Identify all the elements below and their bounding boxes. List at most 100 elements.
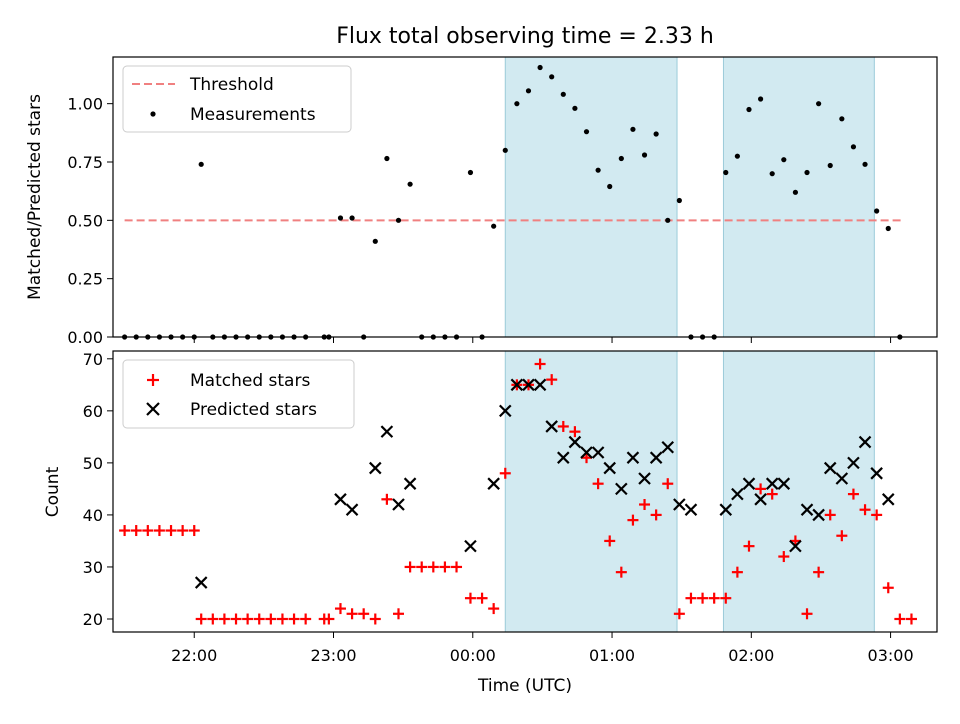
- x-stroke: [603, 461, 616, 475]
- predicted-star-point: [568, 435, 582, 449]
- measurement-point: [641, 152, 648, 158]
- predicted-star-point: [649, 451, 663, 464]
- bottom-ytick-label: 20: [83, 610, 103, 629]
- matched-star-point: [119, 525, 131, 537]
- x-stroke: [777, 477, 791, 490]
- x-stroke: [369, 461, 382, 475]
- predicted-star-point: [580, 446, 593, 459]
- matched-star-point: [464, 592, 476, 604]
- matched-star-point: [300, 613, 312, 625]
- predicted-star-point: [403, 477, 417, 490]
- measurement-point: [723, 169, 729, 176]
- x-stroke: [615, 482, 628, 496]
- measurement-point: [734, 153, 740, 159]
- matched-star-point: [153, 525, 165, 537]
- bottom-ytick-label: 50: [83, 454, 103, 473]
- matched-star-point: [334, 603, 346, 615]
- matched-star-point: [439, 561, 451, 573]
- predicted-star-point: [812, 508, 825, 522]
- matched-star-point: [766, 488, 778, 500]
- x-stroke: [731, 487, 744, 501]
- matched-star-point: [381, 493, 393, 505]
- bottom-ytick-label: 60: [83, 402, 103, 421]
- matched-star-point: [265, 613, 277, 625]
- bottom-xtick-label: 22:00: [171, 646, 217, 665]
- predicted-star-point: [380, 425, 394, 438]
- matched-star-point: [142, 525, 154, 537]
- predicted-star-point: [487, 477, 500, 490]
- measurement-point: [395, 217, 402, 223]
- x-stroke: [754, 493, 767, 506]
- measurements-legend-label: Measurements: [190, 105, 316, 125]
- bottom-legend-box: [122, 359, 355, 429]
- measurement-point: [676, 197, 682, 204]
- matched-star-point: [697, 592, 709, 604]
- matched-star-point: [720, 592, 732, 604]
- matched-star-point: [882, 582, 894, 594]
- matched-star-point: [778, 551, 790, 563]
- x-stroke: [464, 539, 477, 553]
- measurement-point: [885, 225, 891, 232]
- x-stroke: [673, 498, 686, 511]
- matched-star-point: [662, 478, 674, 490]
- matched-star-point: [847, 488, 859, 500]
- predicted-star-point: [835, 472, 849, 485]
- matched-star-point: [188, 525, 200, 537]
- predicted-star-point: [498, 404, 512, 418]
- measurement-point: [792, 189, 799, 195]
- matched-star-point: [346, 608, 358, 620]
- matched-star-point: [369, 613, 381, 625]
- matched-star-point: [177, 525, 189, 537]
- matched-star-point: [627, 514, 639, 526]
- predicted-legend-marker: [146, 402, 160, 416]
- matched-star-point: [218, 613, 230, 625]
- top-ytick-label: 0.50: [67, 211, 103, 230]
- predicted-star-point: [742, 477, 756, 490]
- top-ytick-label: 0.75: [67, 153, 103, 172]
- matched-star-point: [451, 561, 463, 573]
- top-legend: Threshold Measurements: [122, 65, 352, 133]
- measurement-point: [349, 215, 355, 221]
- matched-star-point: [416, 561, 428, 573]
- predicted-star-point: [777, 477, 791, 490]
- matched-star-point: [708, 592, 720, 604]
- predicted-star-point: [731, 487, 744, 501]
- x-stroke: [800, 503, 814, 516]
- x-stroke: [591, 446, 605, 459]
- predicted-star-point: [858, 435, 872, 449]
- x-stroke: [858, 435, 872, 449]
- matched-star-point: [859, 504, 871, 516]
- measurement-point: [862, 161, 868, 167]
- measurement-point: [491, 223, 497, 229]
- bottom-ytick-label: 70: [83, 350, 103, 369]
- bottom-ytick-label: 40: [83, 506, 103, 525]
- measurement-point: [525, 88, 532, 94]
- measurement-point: [850, 144, 857, 150]
- predicted-star-point: [823, 461, 837, 475]
- x-stroke: [684, 503, 698, 516]
- top-panel: 0.00 0.25 0.50 0.75 1.00 Matched/Predicted s…: [25, 56, 938, 347]
- x-stroke: [194, 576, 208, 589]
- matched-star-point: [673, 608, 685, 620]
- x-stroke: [345, 503, 359, 516]
- matched-star-point: [476, 592, 488, 604]
- matched-star-point: [592, 478, 604, 490]
- x-stroke: [812, 508, 825, 522]
- bottom-xtick-label: 23:00: [310, 646, 356, 665]
- top-ytick-label: 0.00: [67, 328, 103, 347]
- x-stroke: [557, 451, 570, 464]
- matched-star-point: [755, 483, 767, 495]
- predicted-star-point: [626, 451, 640, 464]
- measurement-point: [839, 116, 845, 122]
- matched-star-point: [404, 561, 416, 573]
- x-stroke: [765, 477, 779, 490]
- matched-star-point: [358, 608, 370, 620]
- measurement-point: [757, 96, 764, 102]
- predicted-star-point: [194, 576, 208, 589]
- matched-star-point: [165, 525, 177, 537]
- matched-star-point: [871, 509, 883, 521]
- measurement-point: [816, 101, 822, 107]
- predicted-star-point: [464, 539, 477, 553]
- x-stroke: [881, 493, 895, 506]
- predicted-star-point: [847, 456, 860, 470]
